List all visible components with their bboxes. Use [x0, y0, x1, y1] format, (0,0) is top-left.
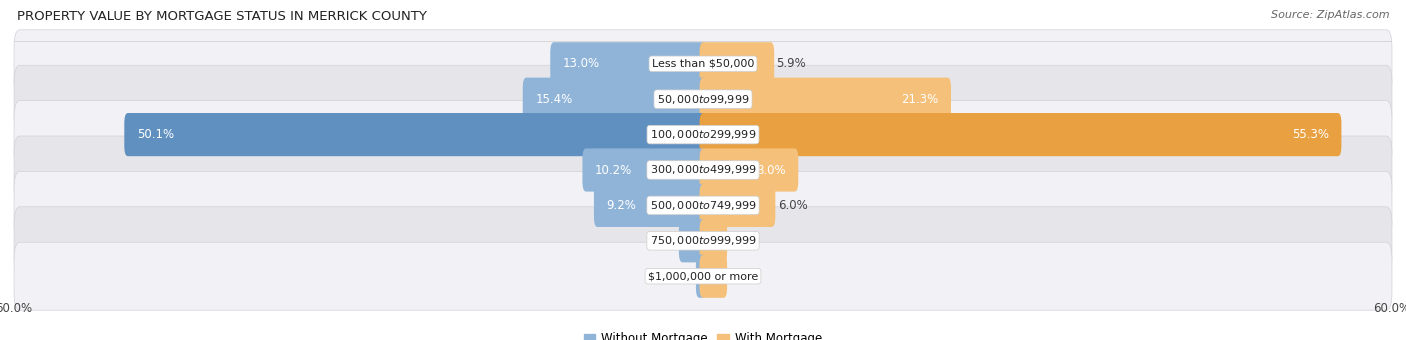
Text: Source: ZipAtlas.com: Source: ZipAtlas.com: [1271, 10, 1389, 20]
FancyBboxPatch shape: [700, 78, 950, 121]
FancyBboxPatch shape: [700, 148, 799, 192]
FancyBboxPatch shape: [14, 207, 1392, 275]
FancyBboxPatch shape: [14, 171, 1392, 239]
Text: 1.8%: 1.8%: [647, 234, 676, 247]
FancyBboxPatch shape: [550, 42, 706, 85]
Text: 9.2%: 9.2%: [606, 199, 637, 212]
Text: 15.4%: 15.4%: [536, 93, 572, 106]
FancyBboxPatch shape: [14, 101, 1392, 169]
FancyBboxPatch shape: [593, 184, 706, 227]
FancyBboxPatch shape: [700, 219, 727, 262]
Text: $50,000 to $99,999: $50,000 to $99,999: [657, 93, 749, 106]
Text: $750,000 to $999,999: $750,000 to $999,999: [650, 234, 756, 247]
FancyBboxPatch shape: [523, 78, 706, 121]
FancyBboxPatch shape: [582, 148, 706, 192]
FancyBboxPatch shape: [700, 184, 775, 227]
Text: 1.8%: 1.8%: [730, 270, 759, 283]
Text: 21.3%: 21.3%: [901, 93, 938, 106]
Text: $300,000 to $499,999: $300,000 to $499,999: [650, 164, 756, 176]
Text: 13.0%: 13.0%: [562, 57, 600, 70]
Text: 55.3%: 55.3%: [1292, 128, 1329, 141]
FancyBboxPatch shape: [14, 30, 1392, 98]
Text: 10.2%: 10.2%: [595, 164, 633, 176]
FancyBboxPatch shape: [700, 42, 775, 85]
Text: 1.8%: 1.8%: [730, 234, 759, 247]
Text: $100,000 to $299,999: $100,000 to $299,999: [650, 128, 756, 141]
Text: 5.9%: 5.9%: [776, 57, 806, 70]
FancyBboxPatch shape: [14, 136, 1392, 204]
FancyBboxPatch shape: [700, 255, 727, 298]
Text: 50.1%: 50.1%: [136, 128, 174, 141]
Text: 6.0%: 6.0%: [778, 199, 807, 212]
FancyBboxPatch shape: [14, 242, 1392, 310]
FancyBboxPatch shape: [14, 65, 1392, 133]
FancyBboxPatch shape: [700, 113, 1341, 156]
FancyBboxPatch shape: [124, 113, 706, 156]
Text: $500,000 to $749,999: $500,000 to $749,999: [650, 199, 756, 212]
FancyBboxPatch shape: [679, 219, 706, 262]
Text: $1,000,000 or more: $1,000,000 or more: [648, 271, 758, 281]
Text: Less than $50,000: Less than $50,000: [652, 59, 754, 69]
Text: 8.0%: 8.0%: [756, 164, 786, 176]
Legend: Without Mortgage, With Mortgage: Without Mortgage, With Mortgage: [579, 328, 827, 340]
FancyBboxPatch shape: [696, 255, 706, 298]
Text: 0.32%: 0.32%: [657, 270, 693, 283]
Text: PROPERTY VALUE BY MORTGAGE STATUS IN MERRICK COUNTY: PROPERTY VALUE BY MORTGAGE STATUS IN MER…: [17, 10, 427, 23]
